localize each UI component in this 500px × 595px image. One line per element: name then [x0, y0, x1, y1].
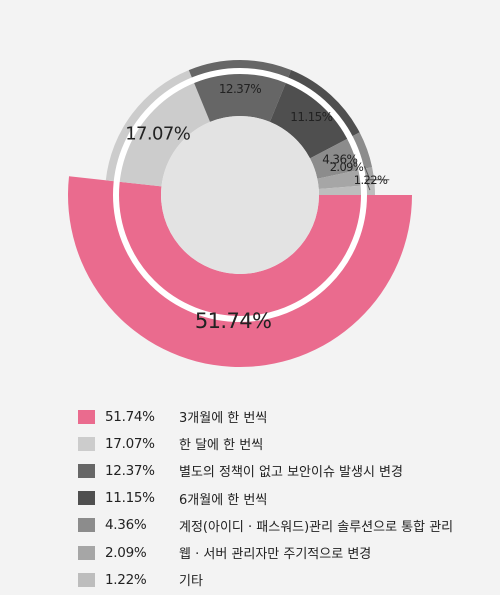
slice-1: [68, 176, 413, 367]
legend-label: 웹 · 서버 관리자만 주기적으로 변경: [179, 547, 372, 563]
legend-item: 51.74% 3개월에 한 번씩: [78, 403, 453, 430]
legend-item: 1.22% 기타: [78, 566, 453, 593]
legend-item: 12.37% 별도의 정책이 없고 보안이슈 발생시 변경: [78, 457, 453, 484]
legend-label: 기타: [179, 574, 203, 590]
slice-label-6: 2.09%: [330, 160, 364, 174]
slice-label-1: 51.74%: [195, 309, 271, 333]
slice-2: [105, 70, 211, 187]
slice-5: [310, 132, 373, 179]
legend-value: 1.22%: [105, 571, 147, 588]
slice-label-3: 12.37%: [219, 82, 261, 96]
slice-label-2: 17.07%: [125, 123, 191, 144]
slice-label-5: 4.36%: [322, 152, 357, 166]
legend-value: 51.74%: [105, 408, 155, 425]
slice-4: [269, 70, 360, 159]
legend-item: 2.09% 웹 · 서버 관리자만 주기적으로 변경: [78, 539, 453, 566]
legend: 51.74% 3개월에 한 번씩 17.07% 한 달에 한 번씩 12.37% 별도의 …: [78, 403, 453, 593]
slice-label-4: 11.15%: [290, 110, 332, 124]
legend-item: 17.07% 한 달에 한 번씩: [78, 430, 453, 457]
legend-swatch: [78, 436, 95, 451]
leader-line-7: [365, 179, 390, 191]
slice-label-7: 1.22%: [354, 173, 388, 187]
donut-chart: 51.74% 17.07% 12.37% 11.15% 4.36%2.09%1.22%: [68, 60, 413, 367]
legend-swatch: [78, 545, 95, 560]
legend-value: 12.37%: [105, 462, 155, 479]
legend-value: 2.09%: [105, 544, 147, 561]
legend-item: 11.15% 6개월에 한 번씩: [78, 485, 453, 512]
legend-label: 한 달에 한 번씩: [179, 438, 264, 454]
legend-swatch: [78, 518, 95, 533]
legend-value: 4.36%: [105, 517, 147, 534]
legend-swatch: [78, 463, 95, 478]
legend-value: 17.07%: [105, 435, 155, 452]
separator-ring: [113, 68, 367, 322]
legend-swatch: [78, 572, 95, 587]
legend-label: 별도의 정책이 없고 보안이슈 발생시 변경: [179, 465, 403, 481]
legend-swatch: [78, 409, 95, 424]
legend-label: 3개월에 한 번씩: [179, 411, 268, 427]
leader-line-6: [363, 166, 370, 177]
legend-label: 계정(아이디 · 패스워드)관리 솔루션으로 통합 관리: [179, 519, 454, 535]
donut-hole: [161, 116, 319, 274]
legend-item: 4.36% 계정(아이디 · 패스워드)관리 솔루션으로 통합 관리: [78, 512, 453, 539]
legend-swatch: [78, 491, 95, 506]
legend-value: 11.15%: [105, 490, 155, 507]
legend-label: 6개월에 한 번씩: [179, 492, 268, 508]
